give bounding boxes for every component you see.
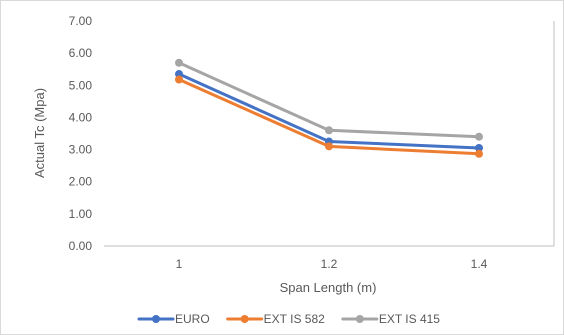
- y-tick-label: 1.00: [69, 207, 93, 221]
- legend-label: EXT IS 415: [379, 312, 440, 326]
- legend: EURO EXT IS 582 EXT IS 415: [137, 312, 440, 326]
- legend-swatch-marker: [152, 315, 160, 323]
- legend-item: EURO: [137, 312, 210, 326]
- data-point: [475, 132, 483, 141]
- y-axis-title: Actual Tc (Mpa): [32, 88, 47, 178]
- x-tick-label: 1: [176, 257, 183, 271]
- x-tick-label: 1.4: [471, 257, 488, 271]
- legend-label: EXT IS 582: [264, 312, 325, 326]
- legend-swatch-marker: [240, 315, 249, 323]
- y-tick-label: 0.00: [69, 239, 93, 253]
- x-tick-label: 1.2: [321, 257, 338, 271]
- y-tick-label: 7.00: [69, 14, 93, 28]
- series-2: [175, 58, 483, 141]
- series-line: [177, 72, 481, 150]
- y-tick-label: 3.00: [69, 143, 93, 157]
- data-point: [175, 58, 183, 67]
- series-1: [175, 75, 483, 158]
- legend-item: EXT IS 415: [341, 312, 440, 326]
- y-tick-label: 6.00: [69, 46, 93, 60]
- legend-swatch-marker: [355, 315, 364, 323]
- x-axis-title: Span Length (m): [280, 280, 377, 295]
- data-point: [325, 142, 333, 151]
- legend-item: EXT IS 582: [226, 312, 325, 326]
- y-tick-label: 5.00: [69, 78, 93, 92]
- data-point: [475, 149, 483, 158]
- y-axis-tick-labels: 0.00 1.00 2.00 3.00 4.00 5.00 6.00 7.00: [69, 14, 93, 253]
- data-point: [475, 143, 483, 152]
- data-point: [175, 70, 183, 79]
- data-point: [325, 126, 333, 135]
- plot-area: [104, 21, 555, 247]
- series-layer: [175, 58, 483, 158]
- legend-label: EURO: [175, 312, 210, 326]
- x-axis-tick-labels: 1 1.2 1.4: [176, 257, 488, 271]
- y-tick-label: 2.00: [69, 175, 93, 189]
- y-tick-label: 4.00: [69, 110, 93, 124]
- data-point: [175, 75, 183, 84]
